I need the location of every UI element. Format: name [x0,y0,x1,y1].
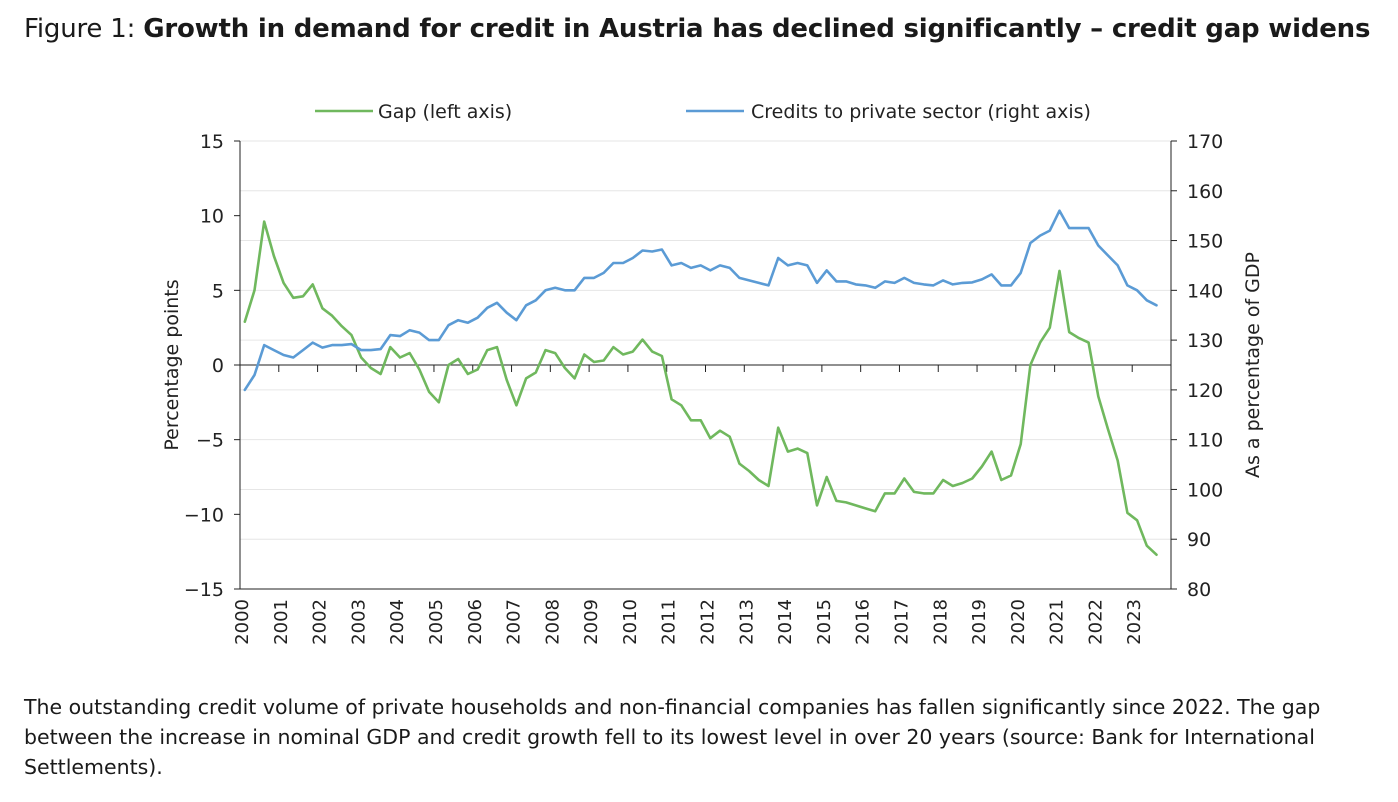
x-tick-label: 2020 [1008,599,1029,645]
y-left-tick-label: 5 [212,280,224,302]
y-axis-right-label: As a percentage of GDP [1242,252,1264,478]
x-tick-label: 2010 [620,599,641,645]
x-tick-label: 2021 [1047,599,1068,645]
x-tick-label: 2018 [930,599,951,645]
y-right-tick-label: 170 [1187,131,1223,153]
axes: 15 10 5 0 −5 −10 −15 170 160 150 140 130 120 110 100 90… [184,131,1223,645]
x-tick-label: 2023 [1124,599,1145,645]
y-right-tick-label: 130 [1187,330,1223,352]
x-tick-label: 2000 [232,599,253,645]
x-tick-label: 2003 [348,599,369,645]
x-tick-label: 2011 [659,599,680,645]
y-left-tick-label: −5 [196,430,224,452]
y-right-tick-label: 160 [1187,181,1223,203]
series-lines [243,209,1158,557]
chart-title: Figure 1: Growth in demand for credit in… [24,14,1370,44]
gridlines [240,140,1171,540]
x-tick-label: 2013 [736,599,757,645]
y-left-tick-label: 0 [212,355,224,377]
figure-caption: The outstanding credit volume of private… [24,695,1321,779]
x-tick-label: 2017 [891,599,912,645]
series-line-gap [243,220,1158,557]
x-tick-label: 2004 [387,599,408,645]
y-left-tick-label: 10 [200,206,224,228]
x-tick-label: 2012 [698,599,719,645]
series-line-credits [243,209,1158,392]
y-axis-left-label: Percentage points [161,279,183,450]
legend-label: Credits to private sector (right axis) [751,101,1091,123]
y-right-tick-label: 120 [1187,380,1223,402]
y-right-tick-label: 100 [1187,479,1223,501]
y-right-tick-label: 140 [1187,280,1223,302]
y-right-tick-label: 150 [1187,231,1223,253]
y-right-tick-label: 90 [1187,529,1211,551]
y-right-tick-label: 80 [1187,579,1211,601]
y-left-tick-label: −10 [184,504,224,526]
chart: 15 10 5 0 −5 −10 −15 170 160 150 140 130 120 110 100 90… [161,101,1264,645]
x-tick-label: 2009 [581,599,602,645]
x-tick-label: 2008 [542,599,563,645]
y-left-tick-label: 15 [200,131,224,153]
y-right-tick-label: 110 [1187,430,1223,452]
x-tick-label: 2001 [271,599,292,645]
x-tick-label: 2022 [1085,599,1106,645]
x-tick-label: 2006 [465,599,486,645]
x-tick-label: 2015 [814,599,835,645]
y-left-tick-label: −15 [184,579,224,601]
x-tick-label: 2016 [853,599,874,645]
title-main: Growth in demand for credit in Austria h… [143,14,1371,44]
x-tick-label: 2005 [426,599,447,645]
legend: Gap (left axis) Credits to private sector… [315,101,1091,123]
x-tick-label: 2002 [310,599,331,645]
x-tick-label: 2014 [775,599,796,645]
legend-label: Gap (left axis) [378,101,512,123]
title-prefix: Figure 1: [24,14,144,44]
x-tick-label: 2007 [504,599,525,645]
x-tick-label: 2019 [969,599,990,645]
